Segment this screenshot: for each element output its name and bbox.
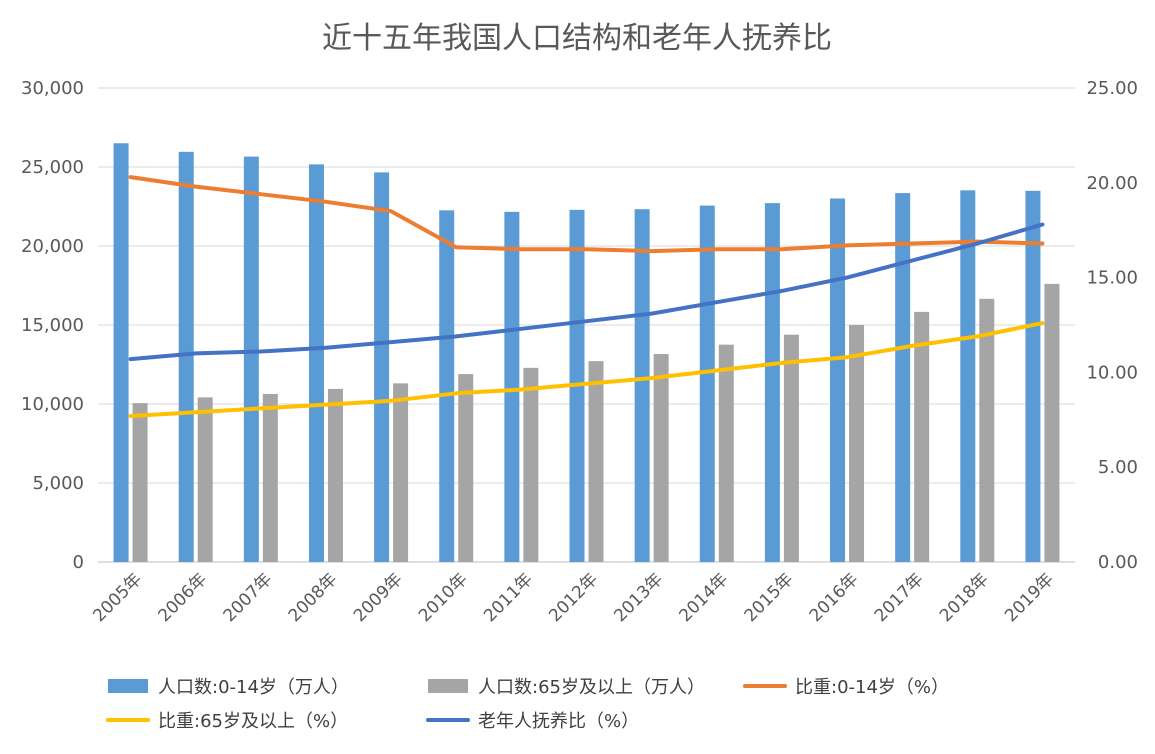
y-left-tick-label: 20,000 [21, 236, 84, 257]
x-axis: 2005年 2006年 2007年 2008年 2009年 2010年 2011年 2012年… [89, 569, 1058, 626]
x-tick-label: 2011年 [480, 569, 537, 626]
bar [634, 209, 650, 563]
bar [895, 193, 911, 562]
gridlines [98, 87, 1075, 563]
bar [439, 210, 455, 562]
bar [960, 190, 976, 562]
y-axis-right: 0.00 5.00 10.00 15.00 20.00 25.00 [1086, 78, 1138, 573]
chart-title: 近十五年我国人口结构和老年人抚养比 [322, 21, 832, 56]
bar [178, 151, 194, 562]
legend-label: 人口数:65岁及以上（万人） [478, 677, 705, 698]
legend-label: 人口数:0-14岁（万人） [158, 677, 349, 698]
legend: 人口数:0-14岁（万人） 人口数:65岁及以上（万人） 比重:0-14岁（%） 比重… [106, 677, 949, 732]
x-tick-label: 2006年 [154, 569, 211, 626]
bar [718, 344, 734, 562]
x-tick-label: 2014年 [676, 569, 733, 626]
y-left-tick-label: 0 [73, 552, 84, 573]
y-right-tick-label: 20.00 [1086, 173, 1138, 194]
y-right-tick-label: 15.00 [1086, 268, 1138, 289]
bar [504, 211, 520, 562]
bar [588, 361, 604, 562]
x-tick-label: 2009年 [350, 569, 407, 626]
bar-series [113, 143, 1060, 563]
x-tick-label: 2005年 [89, 569, 146, 626]
bar [523, 367, 539, 562]
x-tick-label: 2015年 [741, 569, 798, 626]
legend-swatch [108, 679, 148, 693]
x-tick-label: 2017年 [871, 569, 928, 626]
x-tick-label: 2018年 [936, 569, 993, 626]
bar [1044, 283, 1060, 562]
x-tick-label: 2012年 [545, 569, 602, 626]
bar [393, 383, 409, 562]
bar [113, 143, 129, 562]
bar [327, 388, 343, 562]
x-tick-label: 2019年 [1001, 569, 1058, 626]
line-series [128, 175, 1045, 418]
series-line [128, 321, 1045, 418]
bar [308, 164, 324, 562]
bar [243, 156, 259, 562]
bar [197, 397, 213, 562]
legend-swatch [428, 679, 468, 693]
x-tick-label: 2007年 [220, 569, 277, 626]
legend-label: 老年人抚养比（%） [478, 711, 639, 732]
series-line [128, 175, 1045, 254]
bar [374, 172, 390, 562]
legend-label: 比重:0-14岁（%） [795, 677, 949, 698]
bar [699, 205, 715, 562]
y-left-tick-label: 30,000 [21, 78, 84, 99]
bar [1025, 190, 1041, 562]
x-tick-label: 2013年 [610, 569, 667, 626]
x-tick-label: 2008年 [285, 569, 342, 626]
bar [458, 374, 474, 562]
bar [979, 298, 995, 562]
bar [830, 198, 846, 562]
y-right-tick-label: 10.00 [1086, 362, 1138, 383]
bar [764, 203, 780, 562]
bar [914, 311, 930, 562]
y-left-tick-label: 5,000 [32, 473, 84, 494]
legend-label: 比重:65岁及以上（%） [158, 711, 348, 732]
x-tick-label: 2010年 [415, 569, 472, 626]
y-right-tick-label: 25.00 [1086, 78, 1138, 99]
bar [849, 324, 865, 562]
y-left-tick-label: 15,000 [21, 315, 84, 336]
bar [653, 354, 669, 562]
y-left-tick-label: 25,000 [21, 157, 84, 178]
y-right-tick-label: 0.00 [1098, 552, 1138, 573]
y-right-tick-label: 5.00 [1098, 457, 1138, 478]
bar [132, 403, 148, 562]
y-left-tick-label: 10,000 [21, 394, 84, 415]
bar [783, 334, 799, 562]
y-axis-left: 0 5,000 10,000 15,000 20,000 25,000 30,000 [21, 78, 84, 573]
x-tick-label: 2016年 [806, 569, 863, 626]
bar [262, 393, 278, 562]
series-line [128, 222, 1045, 362]
